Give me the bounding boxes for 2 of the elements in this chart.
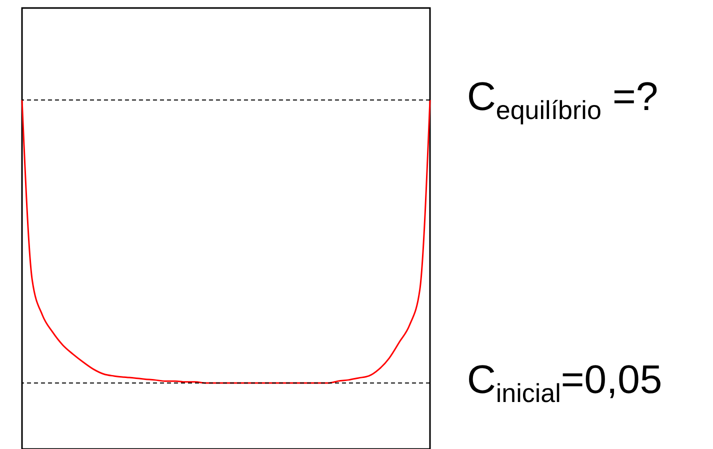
text: C$_{inicial}$=0,05 — [467, 358, 662, 408]
text: C$_{equilíbrio}$ =? — [467, 74, 658, 126]
